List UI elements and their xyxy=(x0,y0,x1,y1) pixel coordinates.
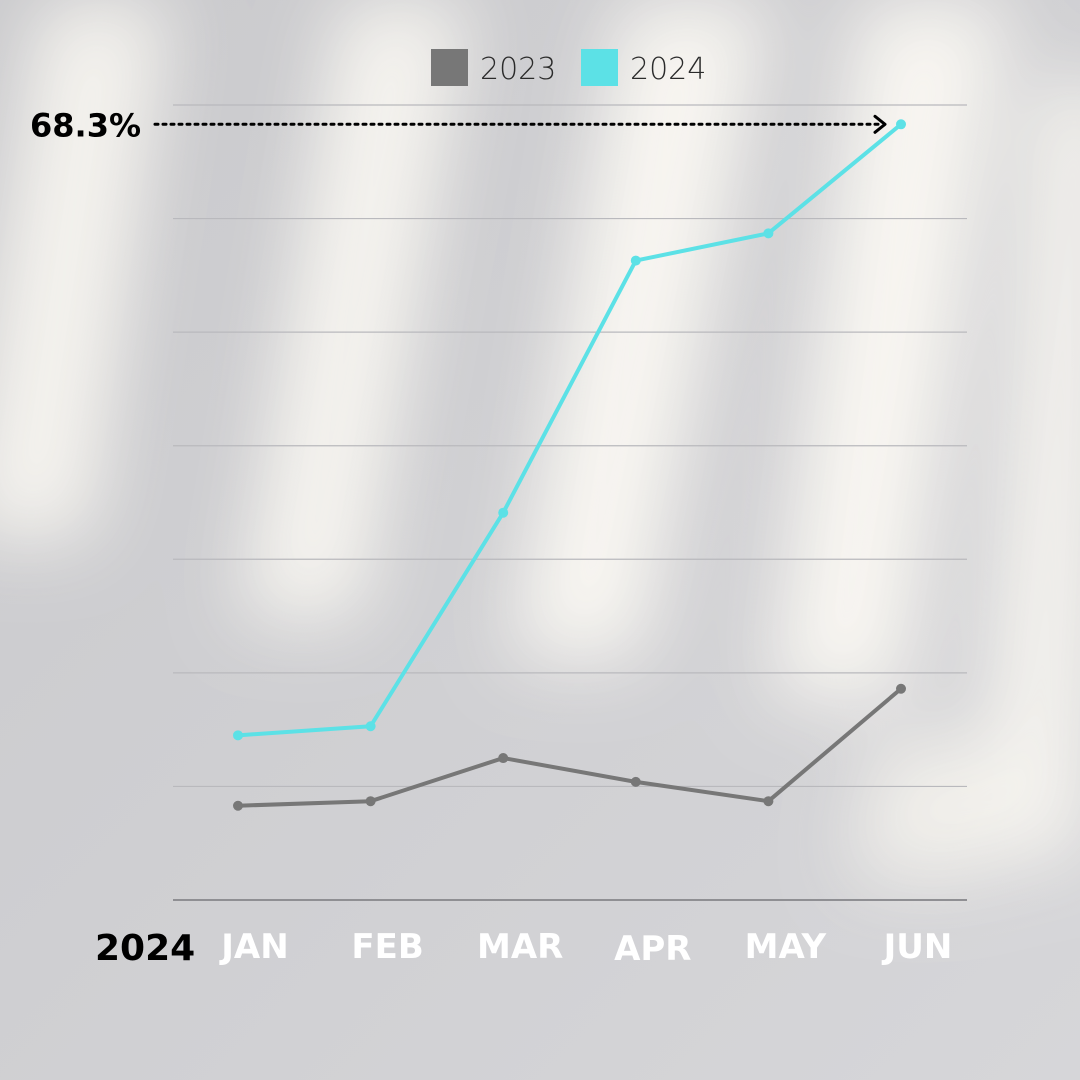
data-point-2024-JUN xyxy=(896,119,906,130)
data-point-2024-APR xyxy=(630,255,641,266)
data-point-2024-MAR xyxy=(498,507,509,518)
data-point-2023-JUN xyxy=(896,683,906,694)
value-callout: 68.3% xyxy=(30,106,887,144)
legend-item-2024: 2024 xyxy=(581,49,706,87)
series-line-2024 xyxy=(236,122,903,738)
series-2023 xyxy=(233,683,906,811)
legend-label: 2024 xyxy=(630,52,706,87)
data-point-2024-JAN xyxy=(233,730,243,741)
legend: 2023 2024 xyxy=(431,49,706,87)
x-tick-label: APR xyxy=(614,929,691,969)
series-line-2023 xyxy=(236,686,903,808)
data-point-2024-MAY xyxy=(763,228,774,239)
data-point-2023-FEB xyxy=(365,796,376,807)
callout-arrowhead-icon xyxy=(873,114,887,134)
x-tick-label: JUN xyxy=(882,927,953,967)
data-point-2023-APR xyxy=(630,776,641,787)
series-layer xyxy=(233,119,906,811)
gridlines xyxy=(173,104,967,901)
x-axis-ticks: JAN FEB MAR APR MAY JUN xyxy=(219,927,952,969)
legend-label: 2023 xyxy=(480,52,556,87)
series-2024 xyxy=(233,119,906,741)
x-tick-label: JAN xyxy=(219,927,288,967)
data-point-2023-MAY xyxy=(763,796,774,807)
data-point-2023-MAR xyxy=(498,753,509,764)
x-tick-label: MAR xyxy=(477,927,563,967)
callout-value-label: 68.3% xyxy=(30,106,141,144)
data-point-2023-JAN xyxy=(233,800,243,811)
x-tick-label: FEB xyxy=(351,927,423,967)
legend-swatch xyxy=(431,49,468,86)
legend-swatch xyxy=(581,49,618,86)
data-point-2024-FEB xyxy=(365,721,376,732)
x-tick-label: MAY xyxy=(745,927,827,967)
x-axis-year-label: 2024 xyxy=(95,928,195,969)
legend-item-2023: 2023 xyxy=(431,49,556,87)
